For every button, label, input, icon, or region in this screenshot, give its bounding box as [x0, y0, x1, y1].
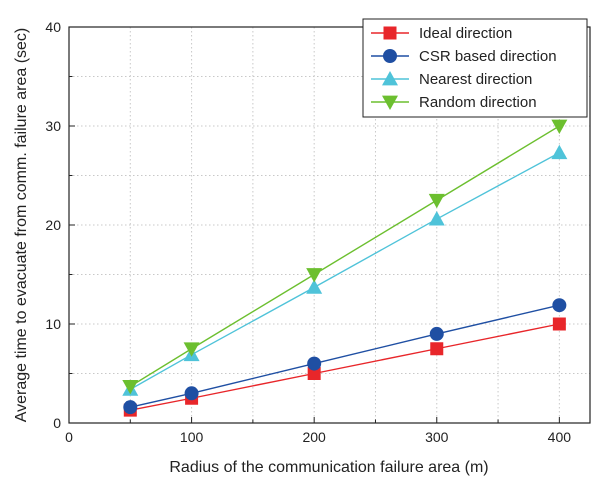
x-tick-label: 200 — [302, 429, 326, 445]
y-tick-label: 30 — [45, 118, 61, 134]
data-point-csr-based-direction — [123, 400, 138, 415]
data-point-random-direction — [306, 268, 323, 283]
y-tick-label: 20 — [45, 217, 61, 233]
data-point-csr-based-direction — [307, 356, 322, 371]
legend-label-nearest-direction: Nearest direction — [419, 71, 532, 88]
series-lines — [122, 119, 568, 417]
axis-ticks: 0 100 200 300 400 0 10 20 30 40 — [45, 19, 571, 445]
data-point-csr-based-direction — [429, 326, 444, 341]
data-point-random-direction — [428, 193, 445, 209]
y-axis-label: Average time to evacuate from comm. fail… — [13, 28, 30, 423]
legend-label-ideal-direction: Ideal direction — [419, 25, 512, 42]
x-tick-label: 400 — [548, 429, 572, 445]
series-csr-based-direction — [123, 298, 567, 415]
data-point-ideal-direction — [307, 367, 321, 380]
data-point-random-direction — [122, 379, 139, 395]
y-tick-label: 40 — [45, 19, 61, 35]
x-tick-label: 300 — [425, 429, 449, 445]
grid-lines — [69, 27, 590, 423]
data-point-ideal-direction — [430, 342, 444, 356]
series-nearest-direction — [122, 144, 568, 396]
data-point-nearest-direction — [306, 279, 323, 294]
data-point-nearest-direction — [428, 211, 445, 226]
legend: Ideal direction CSR based direction Neares… — [362, 18, 588, 118]
x-tick-label: 0 — [65, 429, 73, 445]
y-tick-label: 10 — [45, 316, 61, 332]
data-point-random-direction — [551, 119, 568, 134]
legend-label-csr-based-direction: CSR based direction — [419, 48, 557, 65]
data-point-csr-based-direction — [552, 298, 567, 313]
legend-marker-csr-based-direction — [383, 49, 397, 63]
data-point-nearest-direction — [551, 144, 568, 160]
legend-marker-random-direction — [382, 95, 398, 110]
legend-marker-ideal-direction — [383, 26, 397, 40]
data-point-random-direction — [183, 342, 200, 357]
legend-marker-nearest-direction — [382, 71, 398, 86]
legend-label-random-direction: Random direction — [419, 94, 537, 111]
x-axis-label: Radius of the communication failure area… — [169, 459, 488, 476]
x-tick-label: 100 — [180, 429, 204, 445]
y-tick-label: 0 — [53, 415, 61, 431]
legend-box — [362, 18, 588, 118]
series-random-direction — [122, 119, 568, 395]
data-point-ideal-direction — [552, 317, 566, 331]
data-point-csr-based-direction — [184, 386, 199, 401]
series-ideal-direction — [123, 317, 566, 417]
